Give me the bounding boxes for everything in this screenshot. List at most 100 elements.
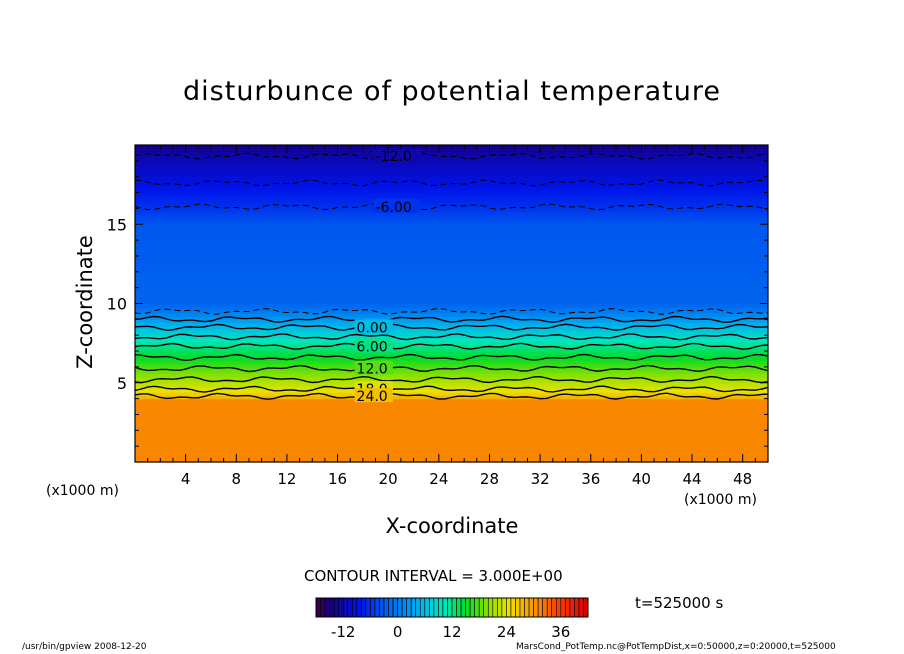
heatmap-cell bbox=[135, 322, 768, 327]
heatmap-cell bbox=[135, 344, 768, 349]
heatmap-cell bbox=[135, 265, 768, 270]
colorbar-cell bbox=[574, 597, 580, 618]
x-axis-label: X-coordinate bbox=[385, 514, 519, 538]
heatmap-cell bbox=[135, 160, 768, 165]
heatmap-cell bbox=[135, 420, 768, 425]
colorbar-cell bbox=[497, 597, 503, 618]
colorbar-cell bbox=[415, 597, 421, 618]
heatmap-cell bbox=[135, 452, 768, 457]
heatmap-cell bbox=[135, 214, 768, 219]
x-tick-label: 28 bbox=[480, 470, 499, 488]
heatmap-cell bbox=[135, 221, 768, 225]
chart-title: disturbunce of potential temperature bbox=[183, 76, 721, 107]
colorbar-cell bbox=[315, 597, 321, 618]
heatmap-cell bbox=[135, 255, 768, 260]
x-tick-label: 20 bbox=[379, 470, 398, 488]
colorbar-cell bbox=[492, 597, 498, 618]
y-axis-label: Z-coordinate bbox=[73, 235, 97, 369]
heatmap-cell bbox=[135, 271, 768, 276]
footer-command: /usr/bin/gpview 2008-12-20 bbox=[22, 642, 147, 652]
heatmap-cell bbox=[135, 392, 768, 397]
colorbar-cell bbox=[533, 597, 539, 618]
heatmap-cell bbox=[135, 205, 768, 209]
colorbar-cell bbox=[478, 597, 485, 618]
heatmap-cell bbox=[135, 414, 768, 419]
colorbar-cell bbox=[447, 597, 453, 618]
contour-label-bg bbox=[373, 148, 421, 163]
colorbar-tick-label: 0 bbox=[393, 623, 403, 641]
heatmap-cell bbox=[135, 363, 768, 368]
colorbar-cell bbox=[451, 597, 457, 618]
contour-label: -12.0 bbox=[376, 149, 412, 165]
colorbar-cell bbox=[506, 597, 512, 618]
colorbar-cell bbox=[429, 597, 435, 618]
heatmap-cell bbox=[135, 439, 768, 444]
colorbar-cell bbox=[569, 597, 575, 618]
heatmap-cell bbox=[135, 224, 768, 229]
x-tick-label: 36 bbox=[581, 470, 600, 488]
heatmap-cell bbox=[135, 379, 768, 384]
colorbar-cell bbox=[487, 597, 494, 618]
heatmap-cell bbox=[135, 316, 768, 320]
colorbar-cell bbox=[483, 597, 489, 618]
time-label: t=525000 s bbox=[635, 594, 724, 612]
heatmap-cell bbox=[135, 278, 768, 282]
colorbar-cell bbox=[324, 597, 330, 618]
heatmap-cell bbox=[135, 189, 768, 194]
heatmap-cell bbox=[135, 164, 768, 168]
contour-line bbox=[134, 364, 769, 373]
colorbar: -12 0 12 24 36 bbox=[315, 597, 589, 641]
colorbar-cell bbox=[379, 597, 385, 618]
heatmap-cell bbox=[135, 401, 768, 406]
heatmap-cell bbox=[135, 236, 768, 241]
heatmap-cell bbox=[135, 404, 768, 409]
heatmap-cell bbox=[135, 297, 768, 301]
contour-line bbox=[134, 385, 769, 393]
heatmap-cell bbox=[135, 430, 768, 435]
heatmap-cell bbox=[135, 211, 768, 216]
heatmap-cell bbox=[135, 341, 768, 346]
colorbar-cell bbox=[342, 597, 349, 618]
contour-line bbox=[134, 353, 769, 362]
heatmap-cell bbox=[135, 423, 768, 428]
heatmap-cell bbox=[135, 274, 768, 279]
heatmap-cell bbox=[135, 183, 768, 187]
x-tick-label: 16 bbox=[328, 470, 347, 488]
heatmap-cell bbox=[135, 195, 768, 200]
contour-label-bg bbox=[354, 319, 393, 334]
colorbar-cell bbox=[374, 597, 380, 618]
heatmap-cell bbox=[135, 170, 768, 175]
x-tick-label: 24 bbox=[429, 470, 448, 488]
heatmap-cell bbox=[135, 198, 768, 203]
colorbar-cell bbox=[333, 597, 339, 618]
heatmap-cell bbox=[135, 411, 768, 416]
heatmap-cell bbox=[135, 313, 768, 317]
y-tick-label: 5 bbox=[117, 374, 127, 393]
heatmap-cell bbox=[135, 347, 768, 352]
colorbar-cell bbox=[456, 597, 462, 618]
heatmap-cell bbox=[135, 436, 768, 441]
colorbar-cell bbox=[370, 597, 376, 618]
colorbar-cell bbox=[410, 597, 417, 618]
colorbar-cell bbox=[519, 597, 525, 618]
colorbar-frame bbox=[315, 597, 589, 618]
footer-source: MarsCond_PotTemp.nc@PotTempDist,x=0:5000… bbox=[516, 642, 836, 652]
heatmap-cell bbox=[135, 202, 768, 206]
heatmap-cell bbox=[135, 176, 768, 181]
colorbar-cell bbox=[551, 597, 557, 618]
heatmap-cell bbox=[135, 370, 768, 374]
heatmap-cell bbox=[135, 249, 768, 254]
colorbar-cell bbox=[406, 597, 412, 618]
heatmap-cell bbox=[135, 338, 768, 343]
x-axis-unit-left: (x1000 m) bbox=[46, 483, 119, 499]
colorbar-cell bbox=[469, 597, 475, 618]
y-axis-ticks: 5 10 15 bbox=[107, 144, 768, 463]
heatmap-cell bbox=[135, 262, 768, 267]
colorbar-cell bbox=[510, 597, 516, 618]
heatmap-cell bbox=[135, 240, 768, 244]
colorbar-cell bbox=[560, 597, 566, 618]
heatmap-cell bbox=[135, 360, 768, 365]
heatmap-cell bbox=[135, 208, 768, 213]
heatmap-cell bbox=[135, 230, 768, 235]
heatmap-cell bbox=[135, 173, 768, 178]
